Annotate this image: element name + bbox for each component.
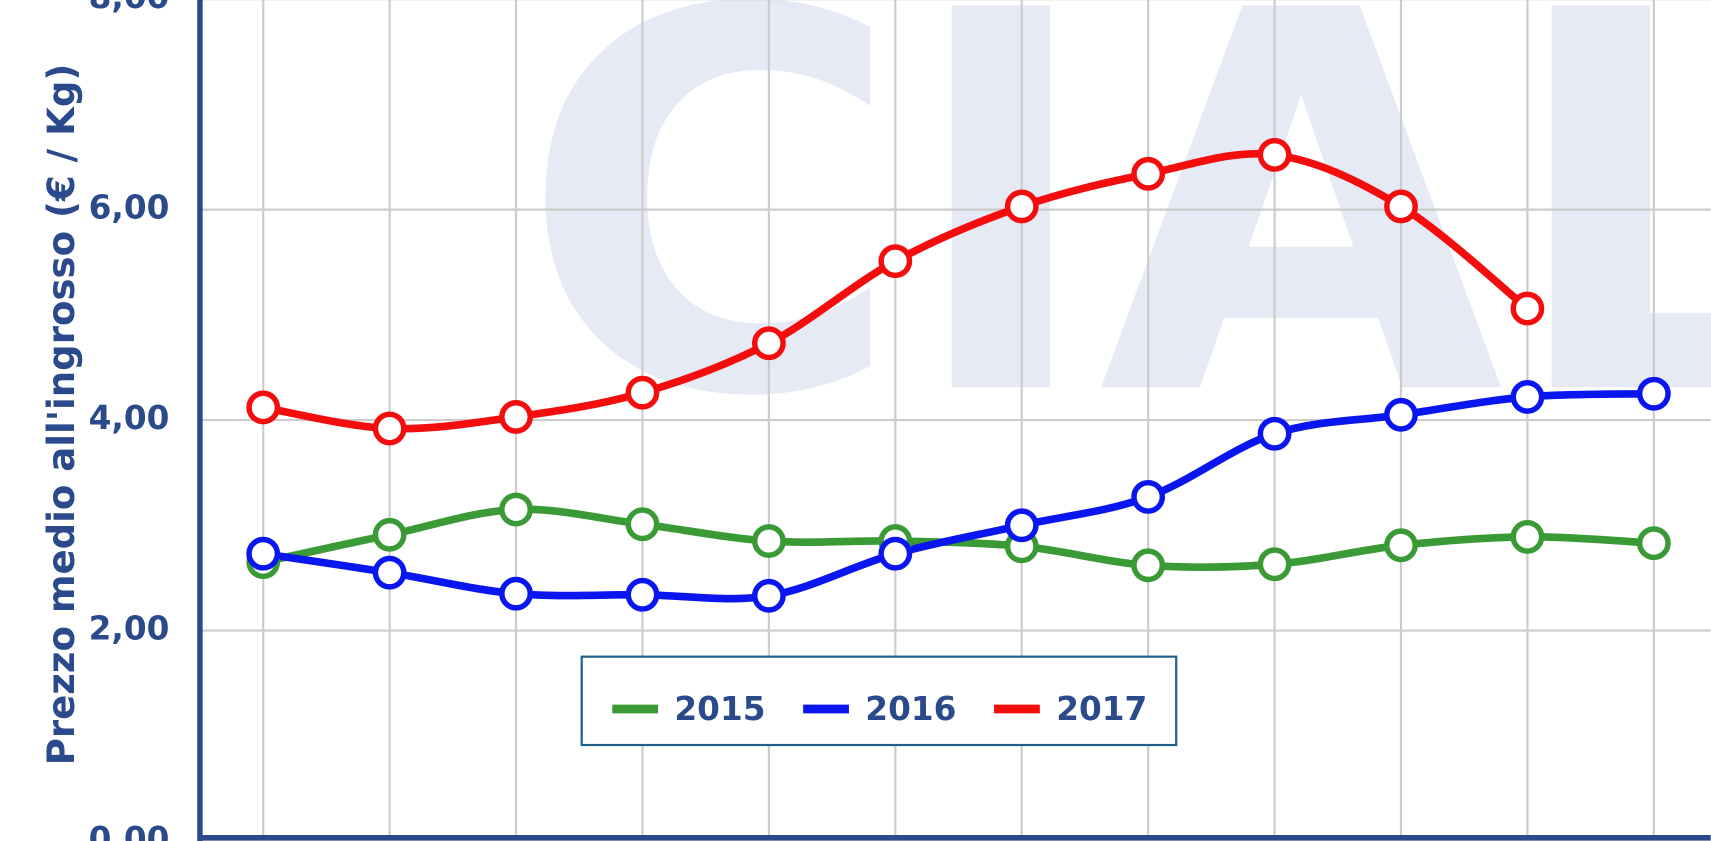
y-tick-label: 2,00	[89, 610, 170, 648]
legend-label: 2016	[865, 690, 956, 728]
data-point	[625, 375, 660, 410]
data-point	[246, 390, 281, 425]
data-point	[1004, 189, 1039, 224]
legend-box	[580, 655, 1178, 747]
data-point	[1636, 376, 1671, 411]
legend-label: 2017	[1056, 690, 1147, 728]
data-point	[1384, 189, 1418, 224]
data-point	[1384, 397, 1418, 432]
data-point	[499, 400, 533, 434]
data-point	[1510, 519, 1545, 554]
data-point	[1510, 380, 1545, 414]
y-tick-label: 4,00	[89, 399, 170, 437]
watermark: CIAL	[519, 0, 1711, 511]
lines	[246, 137, 1671, 613]
data-point	[1257, 416, 1292, 451]
data-point	[878, 536, 913, 571]
data-point	[1510, 291, 1545, 326]
data-point	[751, 578, 786, 613]
data-point	[878, 244, 913, 279]
data-point	[246, 536, 281, 571]
data-point	[751, 326, 786, 361]
data-point	[625, 577, 660, 612]
data-point	[372, 517, 407, 552]
data-point	[1004, 508, 1039, 543]
legend: 2015 2016 2017	[612, 690, 1147, 728]
data-point	[1131, 479, 1166, 514]
data-point	[1131, 156, 1166, 191]
data-point	[372, 555, 407, 590]
data-point	[1384, 528, 1418, 563]
data-point	[1131, 548, 1166, 583]
data-point	[1636, 526, 1671, 561]
y-tick-label: 6,00	[89, 189, 170, 227]
data-point	[372, 411, 407, 446]
y-tick-label: 8,00	[89, 0, 170, 16]
y-tick-label: 0,00	[89, 820, 170, 841]
data-point	[625, 507, 660, 542]
y-axis-label: Prezzo medio all'ingrosso (€ / Kg)	[40, 64, 83, 766]
data-point	[1257, 137, 1292, 172]
data-point	[499, 576, 533, 611]
data-point	[1257, 547, 1292, 582]
legend-label: 2015	[674, 690, 765, 728]
data-point	[499, 492, 533, 527]
data-point	[751, 524, 786, 558]
